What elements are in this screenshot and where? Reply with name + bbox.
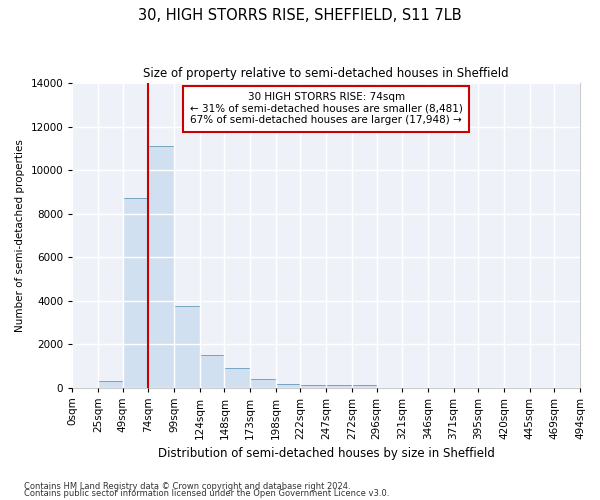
- Title: Size of property relative to semi-detached houses in Sheffield: Size of property relative to semi-detach…: [143, 68, 509, 80]
- X-axis label: Distribution of semi-detached houses by size in Sheffield: Distribution of semi-detached houses by …: [158, 447, 494, 460]
- Bar: [276, 384, 301, 388]
- Bar: [250, 379, 276, 388]
- Bar: [148, 146, 174, 388]
- Bar: [326, 386, 352, 388]
- Text: 30, HIGH STORRS RISE, SHEFFIELD, S11 7LB: 30, HIGH STORRS RISE, SHEFFIELD, S11 7LB: [138, 8, 462, 22]
- Bar: [200, 355, 224, 388]
- Bar: [122, 198, 148, 388]
- Bar: [352, 386, 377, 388]
- Bar: [224, 368, 250, 388]
- Text: Contains HM Land Registry data © Crown copyright and database right 2024.: Contains HM Land Registry data © Crown c…: [24, 482, 350, 491]
- Y-axis label: Number of semi-detached properties: Number of semi-detached properties: [15, 139, 25, 332]
- Text: 30 HIGH STORRS RISE: 74sqm
← 31% of semi-detached houses are smaller (8,481)
67%: 30 HIGH STORRS RISE: 74sqm ← 31% of semi…: [190, 92, 463, 126]
- Bar: [301, 386, 326, 388]
- Bar: [98, 381, 122, 388]
- Text: Contains public sector information licensed under the Open Government Licence v3: Contains public sector information licen…: [24, 489, 389, 498]
- Bar: [174, 306, 200, 388]
